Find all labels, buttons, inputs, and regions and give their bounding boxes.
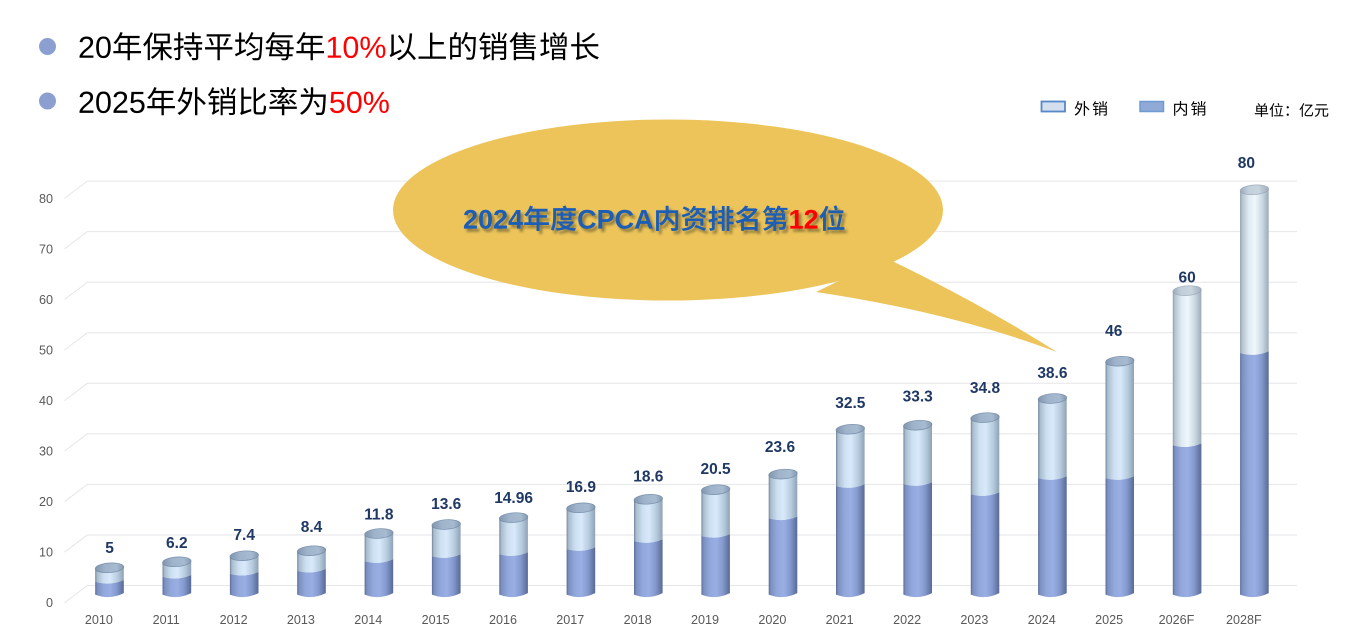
svg-text:2026F: 2026F — [1159, 613, 1195, 627]
svg-text:60: 60 — [39, 293, 53, 307]
svg-text:16.9: 16.9 — [566, 479, 597, 496]
svg-text:14.96: 14.96 — [494, 490, 533, 507]
svg-text:2024: 2024 — [1028, 613, 1056, 627]
svg-text:6.2: 6.2 — [166, 535, 188, 552]
svg-text:11.8: 11.8 — [364, 507, 394, 524]
svg-text:10: 10 — [39, 545, 53, 559]
svg-text:2010: 2010 — [85, 613, 113, 627]
svg-text:2025: 2025 — [1095, 613, 1123, 627]
svg-text:2015: 2015 — [422, 613, 450, 627]
svg-text:2028F: 2028F — [1226, 613, 1262, 627]
svg-text:2012: 2012 — [220, 613, 248, 627]
svg-text:20.5: 20.5 — [701, 461, 732, 478]
svg-text:2017: 2017 — [556, 613, 584, 627]
svg-text:40: 40 — [39, 394, 53, 408]
svg-text:60: 60 — [1178, 270, 1195, 287]
svg-text:2014: 2014 — [354, 613, 382, 627]
svg-text:8.4: 8.4 — [301, 519, 323, 536]
svg-text:20: 20 — [39, 495, 53, 509]
svg-text:33.3: 33.3 — [903, 389, 934, 406]
svg-text:2011: 2011 — [153, 613, 180, 627]
svg-text:23.6: 23.6 — [765, 439, 796, 456]
svg-text:0: 0 — [46, 596, 53, 610]
svg-text:70: 70 — [39, 242, 53, 256]
svg-text:2021: 2021 — [826, 613, 854, 627]
svg-text:80: 80 — [1238, 155, 1255, 172]
svg-text:7.4: 7.4 — [233, 527, 255, 544]
svg-text:80: 80 — [39, 192, 53, 206]
svg-text:13.6: 13.6 — [431, 496, 462, 513]
svg-text:38.6: 38.6 — [1037, 365, 1068, 382]
svg-text:46: 46 — [1105, 323, 1123, 340]
svg-text:2018: 2018 — [624, 613, 652, 627]
svg-text:2020: 2020 — [758, 613, 786, 627]
svg-text:34.8: 34.8 — [970, 380, 1001, 397]
svg-text:5: 5 — [105, 540, 114, 557]
svg-text:18.6: 18.6 — [633, 469, 664, 486]
svg-text:2019: 2019 — [691, 613, 719, 627]
svg-text:2016: 2016 — [489, 613, 517, 627]
svg-text:30: 30 — [39, 444, 53, 458]
svg-text:2023: 2023 — [960, 613, 988, 627]
svg-text:2022: 2022 — [893, 613, 921, 627]
svg-text:50: 50 — [39, 343, 53, 357]
svg-text:32.5: 32.5 — [835, 395, 866, 412]
svg-text:2013: 2013 — [287, 613, 315, 627]
